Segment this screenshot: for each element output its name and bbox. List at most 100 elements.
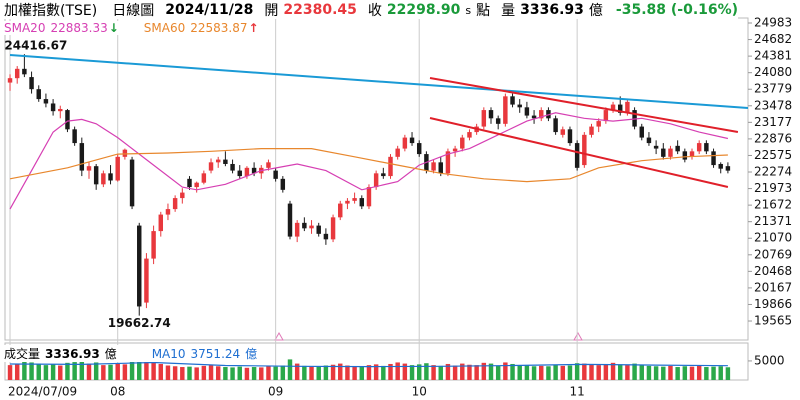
price-annotation: 19662.74 [108,316,171,330]
volume-bar [517,365,522,380]
candle-body [567,129,573,144]
volume-bar [567,365,573,380]
volume-bar [546,366,551,380]
unit: 點 [476,3,491,19]
volume-bar [172,366,178,380]
volume-ma [9,361,728,368]
y-tick-label: 23779 [754,82,792,96]
volume-bar [287,359,293,380]
candle-body [381,173,386,177]
candle-body [223,159,228,164]
candle-body [208,162,214,171]
candle-body [452,148,458,152]
candle-body [395,148,400,157]
volume-bar [366,365,372,380]
candle-body [215,159,221,163]
close-value: 22298.90 [386,2,461,18]
volume-bar [424,363,429,380]
candle-body [352,198,357,201]
flag: s [465,3,472,17]
volume-bar [610,362,616,380]
volume-bar [409,365,415,380]
volume-legend: 成交量 3336.93 億 MA10 3751.24 億 [4,345,258,362]
volume-bar [646,365,652,380]
period: 日線圖 [112,3,155,19]
volume-bar [323,365,329,380]
candle-body [158,214,164,232]
trend-line [9,54,749,109]
volume-bar [661,366,666,380]
volume-bar [194,367,199,380]
candle-body [287,203,293,237]
candle-body [316,225,321,234]
candle-body [294,222,300,237]
legend-value: 22883.33 [50,21,108,35]
candle-body [115,156,120,181]
candle-body [617,104,623,113]
volume-bar [373,364,379,380]
trend-line [429,77,739,133]
marker [573,331,583,341]
volume-bar [438,365,443,380]
candle-body [345,200,350,204]
candle-body [675,145,680,152]
candle-body [36,89,41,100]
volume-bar [180,367,185,380]
x-tick-label: 10 [412,385,427,399]
candle-body [280,178,286,190]
volume-bar [187,366,192,380]
y-tick-label: 21070 [754,231,792,245]
volume-bar [158,363,164,380]
volume-bar [603,363,609,380]
volume-bar [524,365,530,380]
candle-body [302,222,307,229]
volume-bar [280,365,286,380]
header: 加權指數(TSE) 日線圖 2024/11/28 開 22380.45 收 22… [4,1,739,19]
volume-bar [718,366,723,380]
candle-body [230,163,235,171]
x-tick-label: 2024/07/09 [8,385,77,399]
candle-body [359,198,365,207]
candle-body [639,126,644,138]
legend-arrow: ↓ [108,21,119,35]
candle-body [725,166,731,171]
volume-bar [101,365,106,380]
volume-label: 成交量 [4,347,41,361]
volume-bar [388,363,393,380]
candle-body [58,108,63,112]
volume-bar [208,365,214,380]
volume-bar [165,365,171,380]
volume-bar [215,366,221,380]
candle-body [86,166,92,171]
volume-bar [201,365,207,380]
volume-bar [553,365,558,380]
candle-body [108,173,113,181]
candle-body [460,137,465,149]
candle-body [481,110,487,127]
volume-bar [539,365,544,380]
candle-body [65,110,70,130]
volume-bar [452,365,458,380]
legend-value: 22583.87 [190,21,248,35]
volume-bar [237,366,242,380]
candle-body [338,203,343,218]
candle-body [129,159,135,207]
volume-bar [682,366,688,380]
volume-bar [151,362,156,380]
volume-bar [302,365,307,380]
volume-bar [115,363,120,380]
volume-bar [316,366,321,380]
volume-bar [395,362,400,380]
volume-bar [560,365,566,380]
volume-tick-label: 5000 [754,353,785,367]
moving-average [9,148,728,183]
volume-bar [338,363,343,380]
candle-body [718,163,723,169]
volume-bar [230,367,235,380]
candle-body [244,167,250,177]
candle-body [625,101,630,113]
volume-value: 3336.93 [520,2,584,18]
volume-bar [244,367,250,380]
volume-bar [696,365,702,380]
moving-average [9,112,729,210]
